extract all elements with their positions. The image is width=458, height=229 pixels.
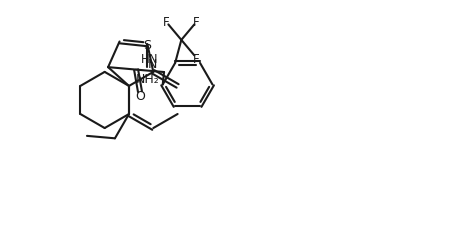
Text: F: F <box>163 16 169 29</box>
Text: O: O <box>136 90 146 103</box>
Text: HN: HN <box>142 53 159 66</box>
Text: F: F <box>193 16 200 29</box>
Text: N: N <box>147 58 157 71</box>
Text: NH₂: NH₂ <box>136 72 159 85</box>
Text: F: F <box>193 52 200 65</box>
Text: S: S <box>143 39 152 52</box>
